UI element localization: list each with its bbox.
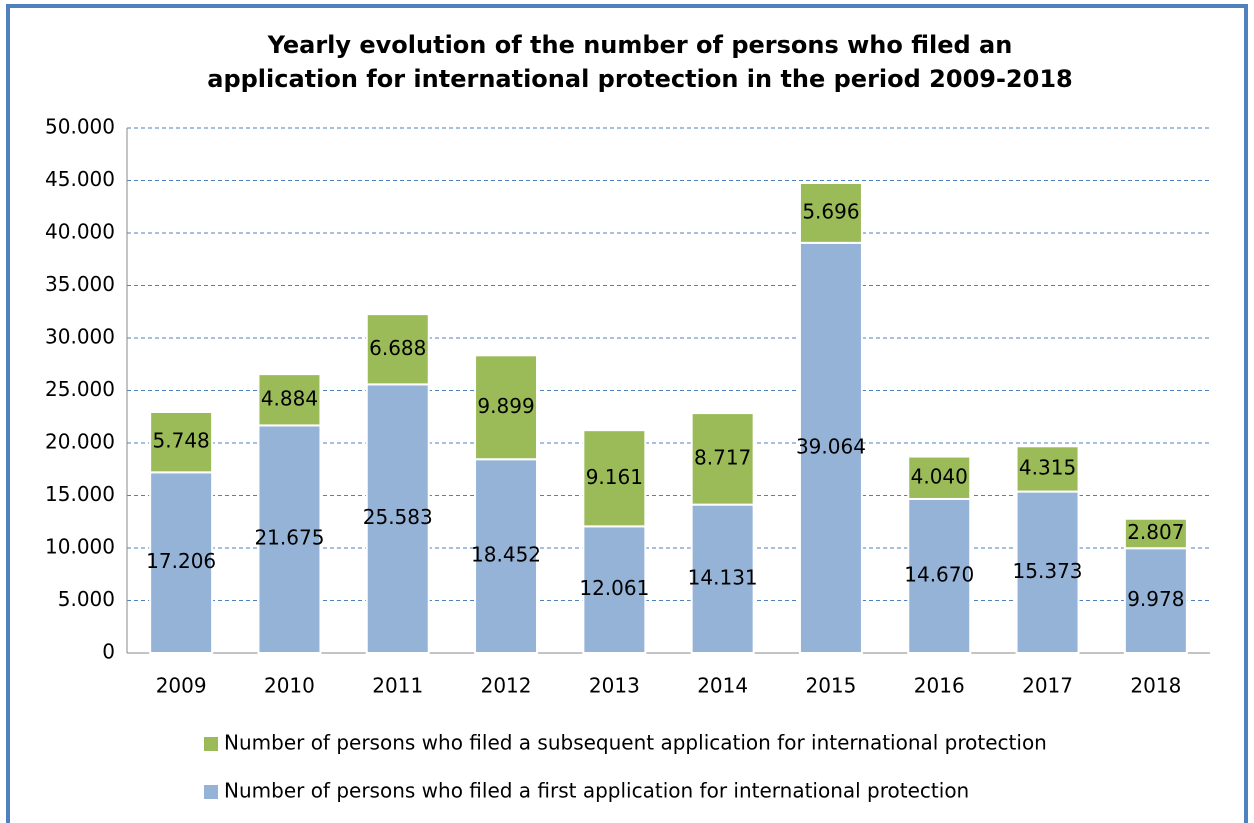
x-tick-label: 2014 (697, 674, 748, 698)
y-tick-label: 0 (102, 640, 115, 664)
bar-segment (1015, 445, 1080, 493)
data-label: 15.373 (1013, 559, 1083, 583)
chart-title: application for international protection… (207, 65, 1072, 93)
data-label: 4.040 (911, 464, 968, 488)
x-tick-label: 2016 (914, 674, 965, 698)
bar-segment (907, 455, 972, 500)
y-tick-label: 10.000 (45, 535, 115, 559)
bar-segment (690, 503, 755, 655)
bar-segment (1015, 490, 1080, 654)
data-label: 25.583 (363, 505, 433, 529)
x-tick-label: 2018 (1130, 674, 1181, 698)
bar-segment (690, 412, 755, 506)
bar-segment (365, 313, 430, 386)
x-tick-label: 2012 (481, 674, 532, 698)
data-label: 2.807 (1127, 520, 1184, 544)
bar-segment (257, 373, 322, 427)
data-label: 5.696 (802, 199, 859, 223)
x-tick-label: 2009 (156, 674, 207, 698)
x-tick-label: 2010 (264, 674, 315, 698)
data-label: 18.452 (471, 543, 541, 567)
bar-segment (1123, 547, 1188, 655)
legend-label: Number of persons who filed a subsequent… (224, 731, 1047, 755)
y-tick-label: 20.000 (45, 430, 115, 454)
bar-segment (1123, 517, 1188, 550)
data-label: 21.675 (254, 526, 324, 550)
data-label: 6.688 (369, 336, 426, 360)
x-tick-label: 2013 (589, 674, 640, 698)
y-tick-label: 45.000 (45, 167, 115, 191)
data-label: 17.206 (146, 549, 216, 573)
bar-segment (798, 182, 863, 244)
y-tick-label: 25.000 (45, 377, 115, 401)
data-label: 5.748 (153, 429, 210, 453)
y-tick-label: 50.000 (45, 115, 115, 139)
data-label: 12.061 (579, 576, 649, 600)
bar-segment (907, 497, 972, 654)
data-label: 4.884 (261, 386, 318, 410)
x-tick-label: 2011 (372, 674, 423, 698)
frame (6, 4, 1248, 823)
chart-title: Yearly evolution of the number of person… (267, 31, 1013, 59)
legend-label: Number of persons who filed a first appl… (224, 779, 969, 803)
data-label: 9.161 (586, 465, 643, 489)
bar-segment (582, 429, 647, 528)
data-label: 4.315 (1019, 455, 1076, 479)
x-tick-label: 2017 (1022, 674, 1073, 698)
data-label: 8.717 (694, 445, 751, 469)
legend-swatch (204, 737, 218, 751)
y-tick-label: 15.000 (45, 482, 115, 506)
legend-swatch (204, 785, 218, 799)
data-label: 39.064 (796, 434, 866, 458)
bar-segment (474, 354, 539, 461)
x-tick-label: 2015 (805, 674, 856, 698)
bar-segment (257, 424, 322, 654)
data-label: 14.131 (688, 565, 758, 589)
y-tick-label: 40.000 (45, 220, 115, 244)
data-label: 14.670 (904, 562, 974, 586)
bar-segment (365, 383, 430, 654)
y-tick-label: 30.000 (45, 325, 115, 349)
bar-segment (798, 241, 863, 654)
y-tick-label: 5.000 (58, 587, 115, 611)
bar-segment (474, 458, 539, 654)
data-label: 9.978 (1127, 587, 1184, 611)
data-label: 9.899 (477, 394, 534, 418)
bar-segment (149, 410, 214, 474)
y-tick-label: 35.000 (45, 272, 115, 296)
